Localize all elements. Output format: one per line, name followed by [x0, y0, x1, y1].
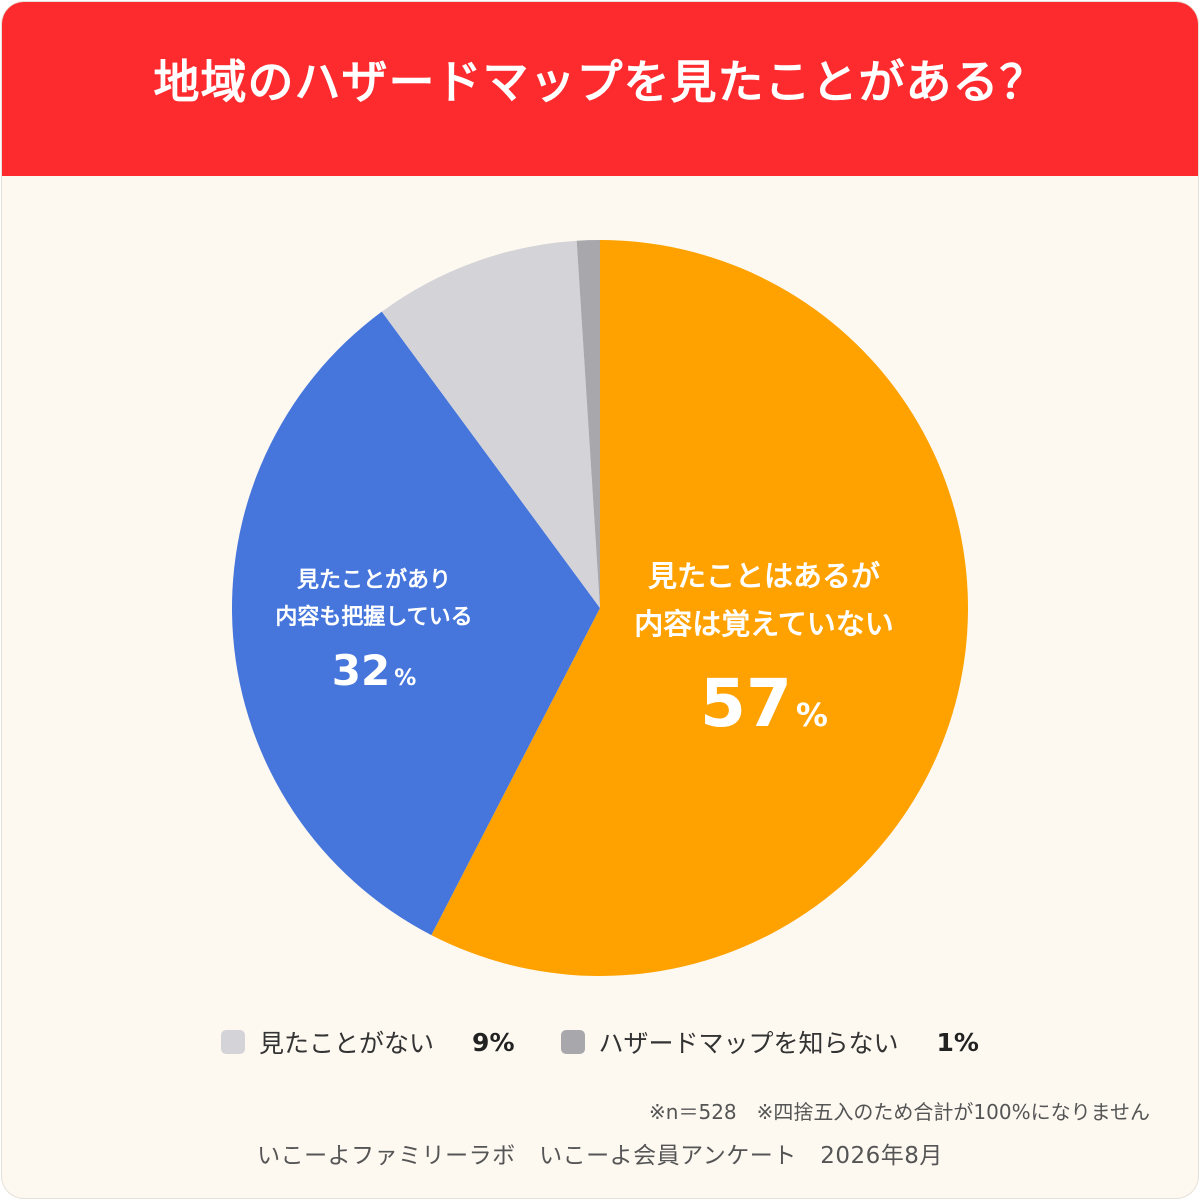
title-banner: 地域のハザードマップを見たことがある？ [2, 2, 1198, 176]
slice-label-line: 内容は覚えていない [634, 607, 894, 641]
source-credit: いこーよファミリーラボ いこーよ会員アンケート 2026年8月 [257, 1143, 943, 1169]
slice-label-line: 見たことはあるが [648, 559, 880, 593]
slice-label-line: 見たことがあり [297, 567, 451, 593]
pie-slice-1 [231, 311, 600, 936]
legend-swatch [560, 1030, 585, 1054]
pie-slice-2 [381, 240, 600, 608]
legend-value: 9% [472, 1027, 515, 1057]
pie-slice-0 [431, 240, 968, 976]
legend-swatch [221, 1030, 246, 1054]
legend: 見たことがない 9% ハザードマップを知らない 1% [2, 1024, 1198, 1060]
slice-value-label: 57% [700, 665, 828, 742]
legend-item-never-seen: 見たことがない 9% [221, 1024, 515, 1060]
legend-label: 見たことがない [259, 1029, 435, 1058]
legend-item-unknown-map: ハザードマップを知らない 1% [560, 1024, 979, 1060]
slice-label-line: 内容も把握している [275, 604, 472, 630]
slice-value-label: 32% [332, 646, 417, 695]
pie-slice-3 [576, 240, 600, 608]
chart-title: 地域のハザードマップを見たことがある？ [153, 55, 1047, 109]
legend-value: 1% [936, 1027, 979, 1057]
legend-label: ハザードマップを知らない [598, 1029, 899, 1058]
footnote: ※n＝528 ※四捨五入のため合計が100%になりません [649, 1100, 1150, 1124]
